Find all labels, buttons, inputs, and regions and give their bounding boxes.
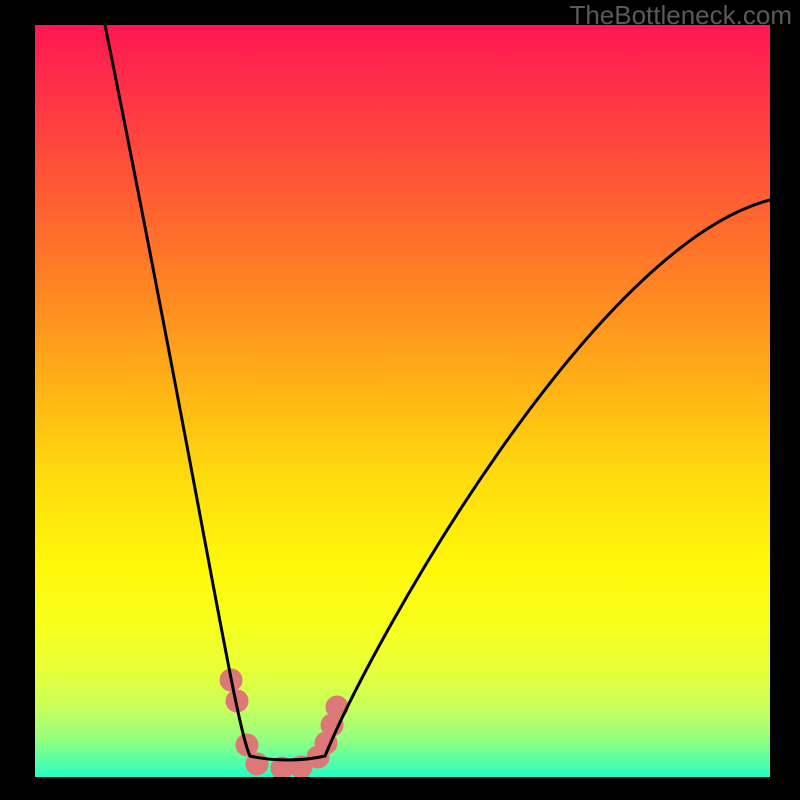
plot-area (35, 25, 770, 777)
curve-overlay (35, 25, 770, 777)
watermark-text: TheBottleneck.com (569, 0, 792, 31)
right-curve (325, 200, 770, 756)
chart-frame: TheBottleneck.com (0, 0, 800, 800)
left-curve (105, 25, 250, 756)
